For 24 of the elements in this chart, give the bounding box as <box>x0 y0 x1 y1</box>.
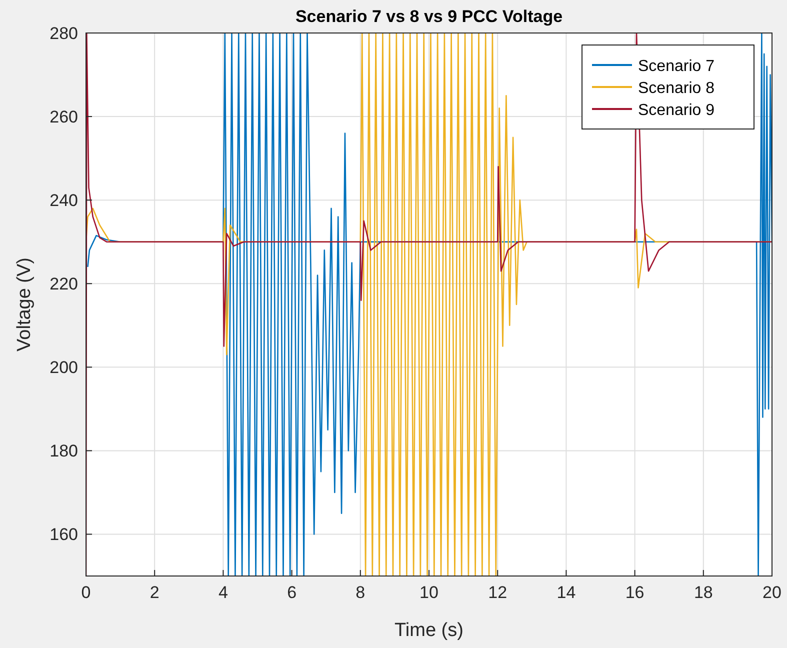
x-tick-label: 20 <box>762 583 782 602</box>
legend-label: Scenario 9 <box>638 102 715 119</box>
x-tick-label: 10 <box>420 583 438 602</box>
y-tick-label: 280 <box>50 24 78 43</box>
y-axis-title: Voltage (V) <box>14 258 35 352</box>
x-tick-label: 2 <box>150 583 160 602</box>
x-tick-label: 8 <box>356 583 366 602</box>
y-tick-label: 180 <box>50 442 78 461</box>
x-tick-label: 4 <box>218 583 228 602</box>
x-tick-label: 6 <box>287 583 297 602</box>
y-tick-label: 200 <box>50 358 78 378</box>
x-tick-label: 14 <box>556 583 576 602</box>
x-tick-label: 12 <box>488 583 508 602</box>
chart-title: Scenario 7 vs 8 vs 9 PCC Voltage <box>295 7 563 26</box>
x-tick-label: 16 <box>625 583 644 602</box>
x-tick-label: 18 <box>694 583 713 602</box>
y-tick-label: 240 <box>50 191 78 210</box>
x-tick-label: 0 <box>81 583 91 602</box>
y-tick-label: 220 <box>50 274 78 294</box>
y-tick-label: 160 <box>50 525 78 544</box>
x-axis-title: Time (s) <box>394 620 464 641</box>
legend-label: Scenario 8 <box>638 80 715 97</box>
y-tick-label: 260 <box>50 108 78 127</box>
legend-label: Scenario 7 <box>638 58 715 75</box>
